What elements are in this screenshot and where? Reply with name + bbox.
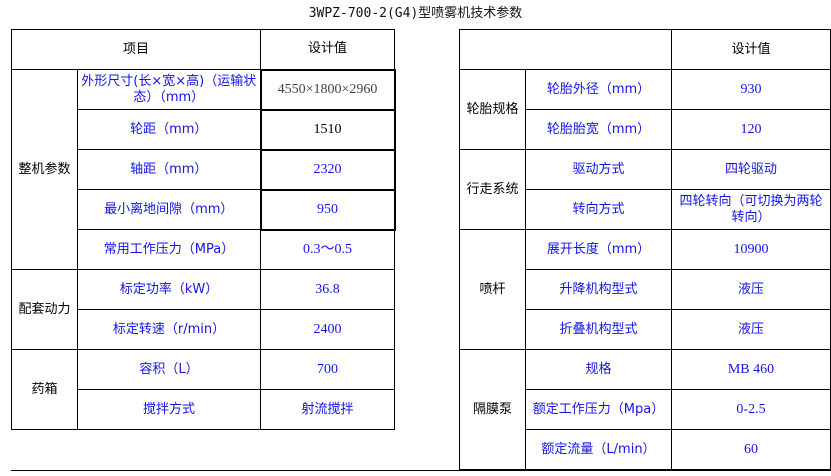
table-row: 折叠机构型式 液压 (460, 309, 831, 350)
row-value: 0.3～0.5 (260, 229, 396, 270)
divider-line (11, 470, 831, 471)
row-value: 四轮驱动 (671, 149, 831, 190)
header-item: 项目 (10, 29, 262, 70)
table-row: 轮距（mm） 1510 (12, 108, 396, 151)
row-label: 折叠机构型式 (525, 309, 672, 350)
row-label: 标定转速（r/min） (76, 309, 262, 350)
group-label: 隔膜泵 (459, 349, 526, 470)
row-value: 10900 (671, 229, 831, 270)
row-value: 60 (671, 429, 831, 470)
table-row: 常用工作压力（MPa） 0.3～0.5 (12, 229, 396, 270)
row-label: 最小离地间隙（mm） (76, 189, 262, 230)
row-value: 液压 (671, 269, 831, 310)
row-label: 驱动方式 (525, 149, 672, 190)
row-value: 4550×1800×2960 (259, 68, 396, 111)
table-row: 轮胎规格 轮胎外径（mm） 930 (459, 69, 831, 150)
group-label: 行走系统 (459, 149, 526, 230)
table-row: 配套动力 标定功率（kW） 36.8 (11, 269, 396, 350)
group-label: 轮胎规格 (459, 69, 526, 150)
row-label: 规格 (525, 349, 672, 390)
row-value: 2320 (259, 148, 396, 191)
table-row: 隔膜泵 规格 MB 460 (459, 349, 831, 470)
table-row: 轮胎胎宽（mm） 120 (460, 109, 831, 150)
row-label: 展开长度（mm） (525, 229, 672, 270)
row-value: 1510 (259, 108, 396, 151)
table-row: 标定转速（r/min） 2400 (12, 309, 396, 350)
row-value: 液压 (671, 309, 831, 350)
page-title: 3WPZ-700-2(G4)型喷雾机技术参数 (308, 6, 523, 21)
table-row: 整机参数 外形尺寸(长×宽×高)（运输状态）（mm） 4550×1800×296… (11, 68, 396, 270)
row-label: 升降机构型式 (525, 269, 672, 310)
table-row: 转向方式 四轮转向（可切换为两轮转向） (460, 189, 831, 230)
row-value: 射流搅拌 (260, 389, 396, 430)
right-spec-table: 设计值 轮胎规格 轮胎外径（mm） 930 轮胎胎宽（mm） 120 行走系统 … (459, 29, 831, 470)
row-value: 700 (260, 349, 396, 390)
left-spec-table: 项目 设计值 整机参数 外形尺寸(长×宽×高)（运输状态）（mm） 4550×1… (10, 29, 396, 430)
header-item (459, 29, 672, 70)
row-value: 120 (671, 109, 831, 150)
table-row: 行走系统 驱动方式 四轮驱动 (459, 149, 831, 230)
table-row: 搅拌方式 射流搅拌 (12, 389, 396, 430)
table-header-row: 项目 设计值 (10, 29, 396, 70)
table-header-row: 设计值 (459, 29, 831, 70)
table-row: 轴距（mm） 2320 (12, 148, 396, 191)
row-label: 额定工作压力（Mpa） (525, 389, 672, 430)
header-value: 设计值 (671, 29, 831, 70)
table-row: 药箱 容积（L） 700 (11, 349, 396, 430)
row-label: 轮胎外径（mm） (525, 69, 672, 110)
row-label: 轮胎胎宽（mm） (525, 109, 672, 150)
row-value: 930 (671, 69, 831, 110)
header-value: 设计值 (260, 29, 396, 70)
row-label: 常用工作压力（MPa） (76, 229, 262, 270)
table-row: 额定流量（L/min） 60 (460, 429, 831, 470)
row-label: 额定流量（L/min） (525, 429, 672, 470)
row-value: 四轮转向（可切换为两轮转向） (671, 189, 831, 230)
row-label: 轴距（mm） (76, 149, 262, 190)
row-value: 36.8 (260, 269, 396, 310)
table-row: 额定工作压力（Mpa） 0-2.5 (460, 389, 831, 430)
group-label: 喷杆 (459, 229, 526, 350)
row-value: 950 (259, 188, 396, 231)
row-label: 搅拌方式 (76, 389, 262, 430)
group-label: 药箱 (11, 349, 78, 430)
row-label: 外形尺寸(长×宽×高)（运输状态）（mm） (76, 69, 262, 110)
row-label: 轮距（mm） (76, 109, 262, 150)
row-value: 0-2.5 (671, 389, 831, 430)
row-label: 容积（L） (76, 349, 262, 390)
row-value: 2400 (260, 309, 396, 350)
table-row: 喷杆 展开长度（mm） 10900 (459, 229, 831, 350)
row-value: MB 460 (671, 349, 831, 390)
row-label: 标定功率（kW） (76, 269, 262, 310)
row-label: 转向方式 (525, 189, 672, 230)
group-label: 整机参数 (11, 69, 78, 270)
group-label: 配套动力 (11, 269, 78, 350)
table-row: 最小离地间隙（mm） 950 (12, 188, 396, 231)
